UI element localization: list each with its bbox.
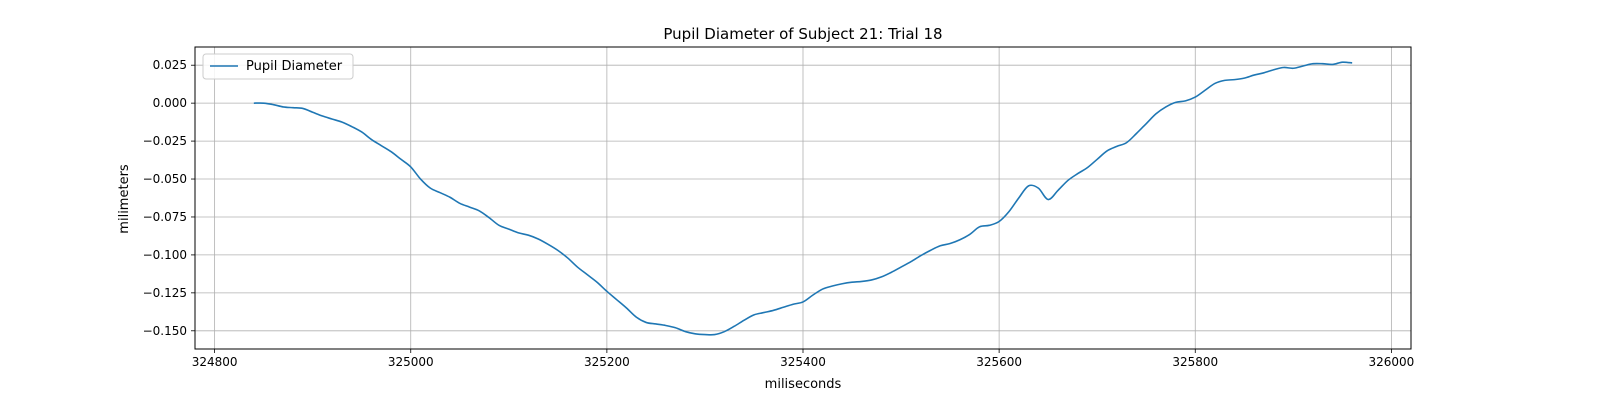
y-axis-label: milimeters	[117, 164, 132, 234]
y-tick-label: −0.100	[143, 248, 187, 262]
y-tick-label: −0.075	[143, 210, 187, 224]
y-tick-label: −0.125	[143, 286, 187, 300]
x-tick-label: 325200	[584, 355, 630, 369]
x-axis-label: miliseconds	[765, 377, 842, 392]
legend-box	[202, 53, 354, 80]
y-tick-label: −0.050	[143, 172, 187, 186]
series-line-pupil-diameter	[253, 61, 1353, 336]
x-tick-label: 325600	[976, 355, 1022, 369]
x-tick-label: 326000	[1368, 355, 1414, 369]
x-tick-label: 325400	[780, 355, 826, 369]
x-tick-label: 325000	[388, 355, 434, 369]
y-tick-label: −0.150	[143, 324, 187, 338]
series-layer	[253, 61, 1353, 336]
y-axis-ticks: 0.025 0.000 −0.025 −0.050 −0.075 −0.100 −0.125…	[143, 58, 195, 338]
y-tick-label: 0.025	[153, 58, 187, 72]
grid	[195, 47, 1411, 349]
y-tick-label: 0.000	[153, 96, 187, 110]
y-tick-label: −0.025	[143, 134, 187, 148]
legend-label: Pupil Diameter	[246, 59, 343, 74]
legend: Pupil Diameter	[202, 53, 354, 80]
chart-title: Pupil Diameter of Subject 21: Trial 18	[663, 25, 942, 43]
x-tick-label: 324800	[192, 355, 238, 369]
x-axis-ticks: 324800 325000 325200 325400 325600 325800 3260…	[192, 349, 1414, 369]
x-tick-label: 325800	[1172, 355, 1218, 369]
